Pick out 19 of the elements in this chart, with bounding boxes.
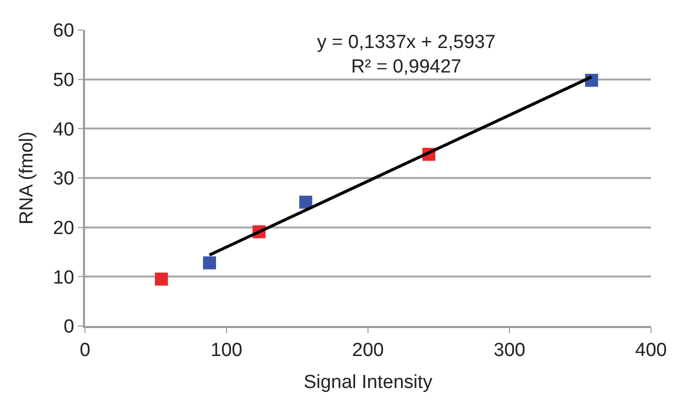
y-tick-label: 50 (53, 70, 74, 91)
x-tick-label: 0 (80, 340, 90, 361)
y-tick-label: 60 (53, 20, 74, 42)
x-tick-label: 400 (635, 340, 667, 361)
point (154, 272, 168, 286)
annotation: y = 0,1337x + 2,5937 (317, 32, 496, 53)
annotation: R² = 0,99427 (351, 56, 462, 78)
x-tick-label: 200 (352, 340, 384, 361)
x-tick-label: 300 (494, 340, 526, 361)
y-tick-label: 0 (64, 316, 74, 338)
y-tick-label: 20 (53, 218, 74, 239)
x-tick-label: 100 (210, 340, 242, 361)
y-axis-title: RNA (fmol) (16, 132, 38, 224)
y-tick-label: 40 (53, 119, 74, 140)
point (299, 196, 312, 209)
x-axis-title: Signal Intensity (304, 372, 433, 394)
y-tick-label: 30 (53, 168, 74, 190)
point (203, 256, 216, 270)
y-tick-label: 10 (53, 267, 74, 288)
